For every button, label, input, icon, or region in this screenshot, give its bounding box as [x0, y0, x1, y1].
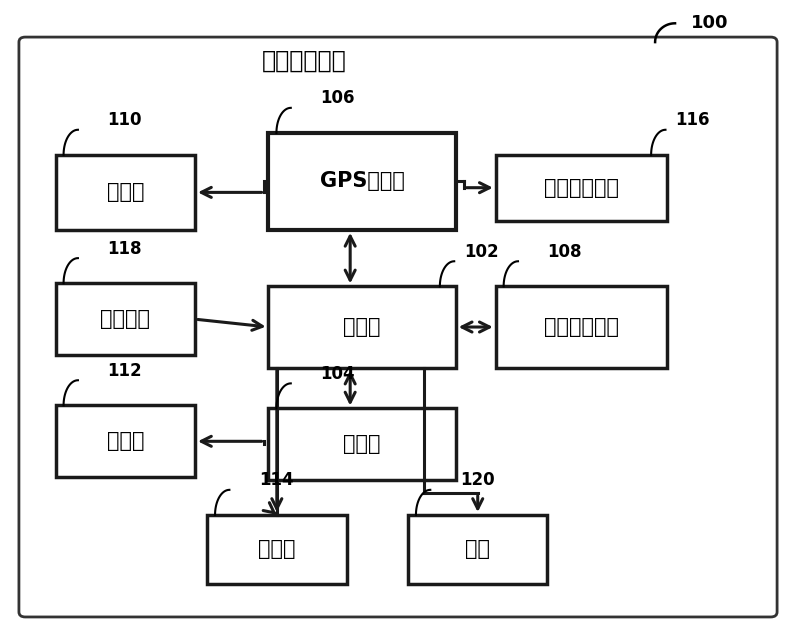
Text: 存储器: 存储器	[343, 435, 381, 454]
Bar	[496, 155, 667, 221]
Text: 无线电接收器: 无线电接收器	[544, 177, 619, 198]
Text: 110: 110	[107, 111, 142, 130]
Text: 102: 102	[464, 243, 498, 261]
Text: 操作单元: 操作单元	[100, 309, 150, 329]
Text: 118: 118	[107, 240, 142, 258]
Text: 112: 112	[107, 362, 142, 380]
Text: 控制器: 控制器	[343, 317, 381, 337]
Text: 116: 116	[675, 111, 710, 130]
Text: 100: 100	[691, 14, 729, 32]
Bar	[55, 155, 195, 230]
Text: 车载电子系统: 车载电子系统	[262, 49, 346, 73]
Text: 106: 106	[320, 89, 354, 108]
Text: 108: 108	[547, 243, 582, 261]
Bar	[55, 405, 195, 477]
Bar	[269, 133, 456, 230]
Text: 无线通信单元: 无线通信单元	[544, 317, 619, 337]
Text: 120: 120	[460, 472, 494, 489]
Text: 电源: 电源	[466, 539, 490, 559]
Text: 扬声器: 扬声器	[258, 539, 295, 559]
Bar	[207, 515, 346, 584]
Bar	[269, 286, 456, 368]
FancyBboxPatch shape	[19, 37, 777, 617]
Text: GPS导航仪: GPS导航仪	[320, 172, 405, 191]
Text: 114: 114	[259, 472, 294, 489]
Text: 显示器: 显示器	[106, 182, 144, 203]
Text: 麦克风: 麦克风	[106, 431, 144, 452]
Text: 104: 104	[320, 365, 355, 383]
Bar	[269, 408, 456, 481]
Bar	[496, 286, 667, 368]
Bar	[55, 283, 195, 355]
Bar	[408, 515, 547, 584]
